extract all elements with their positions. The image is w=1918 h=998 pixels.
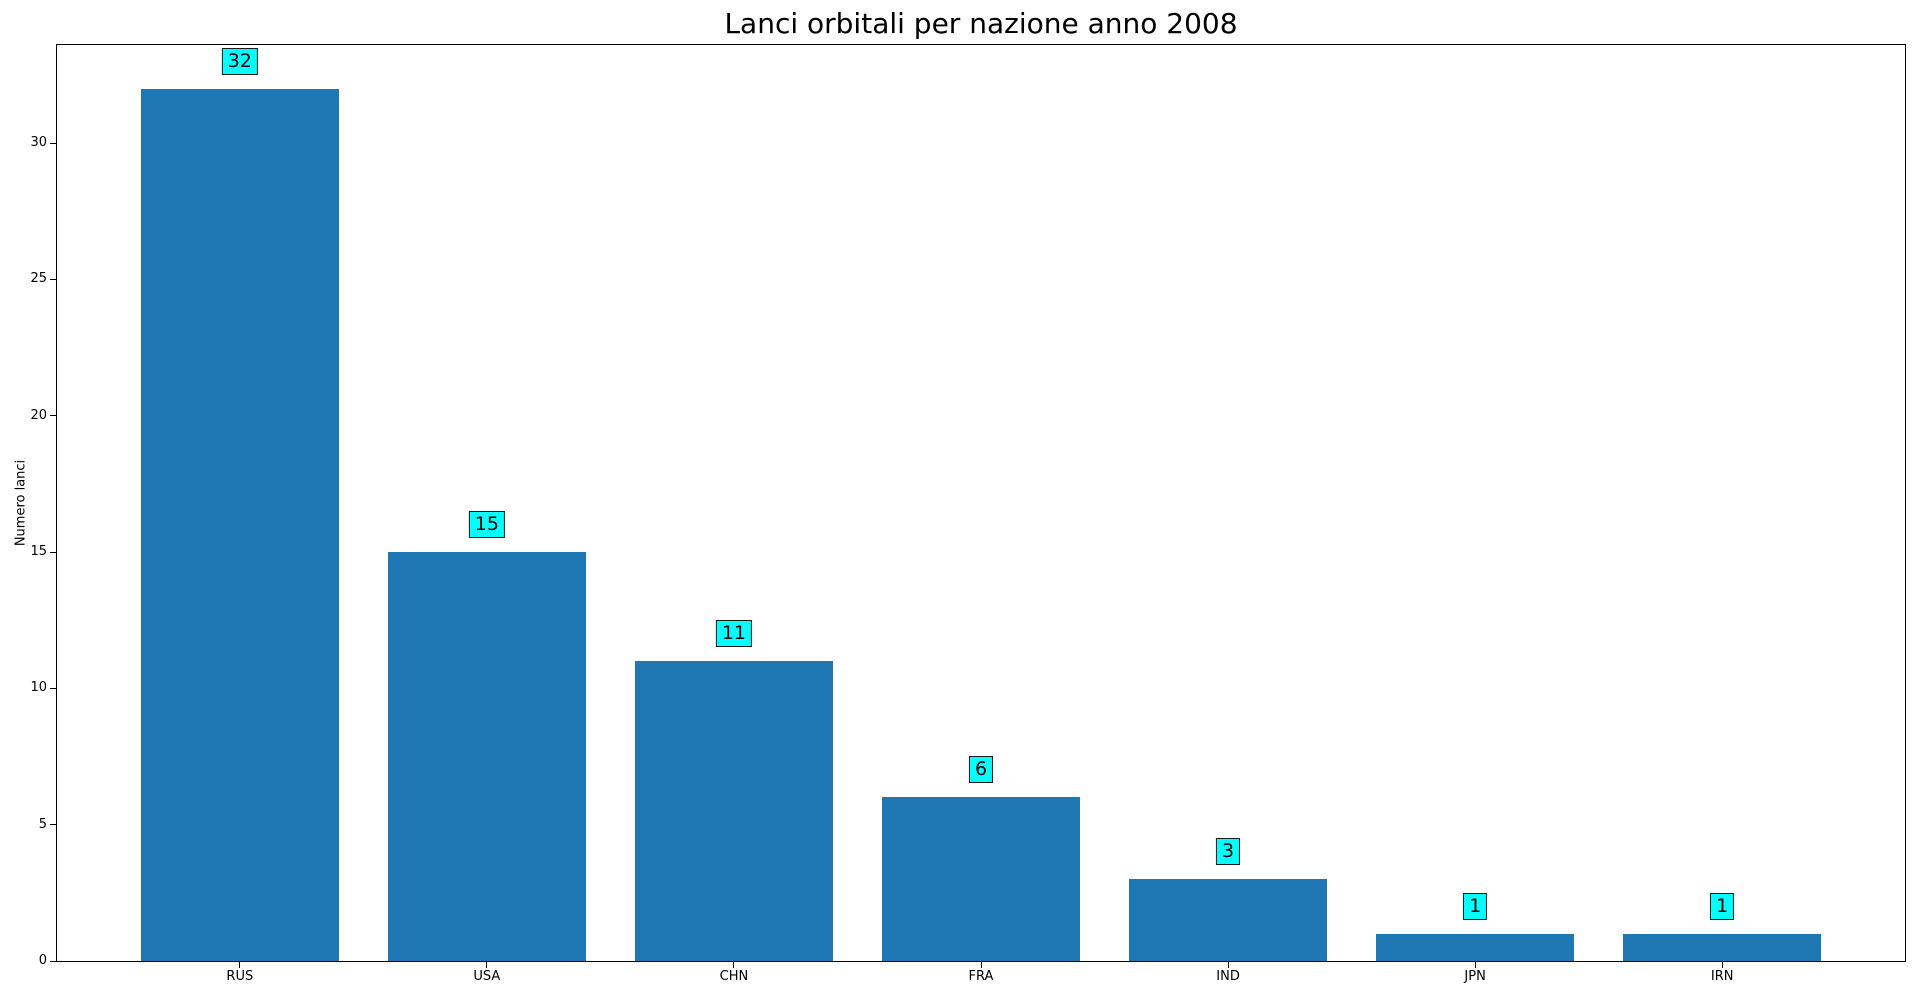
bar-rus: [141, 88, 339, 961]
x-tick-label: CHN: [719, 969, 749, 984]
bar-value-label-irn: 1: [1710, 892, 1735, 920]
y-axis-label: Numero lanci: [13, 459, 29, 547]
bar-value-label-jpn: 1: [1463, 892, 1488, 920]
x-tick-label: USA: [473, 969, 501, 984]
bar-value-label-rus: 32: [221, 47, 258, 75]
x-tick-mark: [1474, 962, 1476, 968]
bar-chn: [635, 661, 833, 961]
y-tick-label: 0: [38, 953, 47, 968]
bar-value-label-fra: 6: [968, 756, 994, 784]
bar-value-label-usa: 15: [468, 511, 505, 539]
x-tick-mark: [239, 962, 241, 968]
x-tick-mark: [733, 962, 735, 968]
y-tick-mark: [50, 960, 56, 962]
x-tick-label: IND: [1216, 969, 1240, 984]
y-tick-label: 5: [38, 816, 47, 832]
x-tick-mark: [1721, 962, 1723, 968]
x-tick-mark: [980, 962, 982, 968]
plot-area: 0 5 10 15 20 25 30 32 RUS 15 USA 11 CHN 6 FRA 3 IND 1 JPN 1…: [30, 44, 1906, 984]
y-tick-label: 30: [30, 135, 47, 151]
y-tick-mark: [50, 687, 56, 689]
y-tick-mark: [50, 551, 56, 553]
x-tick-label: JPN: [1464, 969, 1486, 984]
y-tick-mark: [50, 415, 56, 417]
bar-ind: [1129, 879, 1327, 961]
x-tick-mark: [486, 962, 488, 968]
x-tick-mark: [1227, 962, 1229, 968]
y-tick-label: 15: [30, 544, 47, 560]
y-tick-label: 25: [30, 271, 47, 287]
x-tick-label: IRN: [1710, 969, 1734, 984]
bar-jpn: [1376, 933, 1574, 961]
y-tick-label: 10: [30, 680, 47, 696]
bar-value-label-ind: 3: [1216, 838, 1241, 866]
bar-usa: [388, 552, 586, 961]
x-tick-label: RUS: [226, 969, 254, 984]
y-tick-label: 20: [30, 407, 47, 423]
bar-irn: [1623, 933, 1821, 961]
bar-fra: [882, 797, 1080, 961]
chart-title: Lanci orbitali per nazione anno 2008: [724, 7, 1238, 40]
y-tick-mark: [50, 824, 56, 826]
y-tick-mark: [50, 278, 56, 280]
x-tick-label: FRA: [968, 969, 994, 984]
bar-value-label-chn: 11: [715, 620, 753, 648]
y-tick-mark: [50, 142, 56, 144]
